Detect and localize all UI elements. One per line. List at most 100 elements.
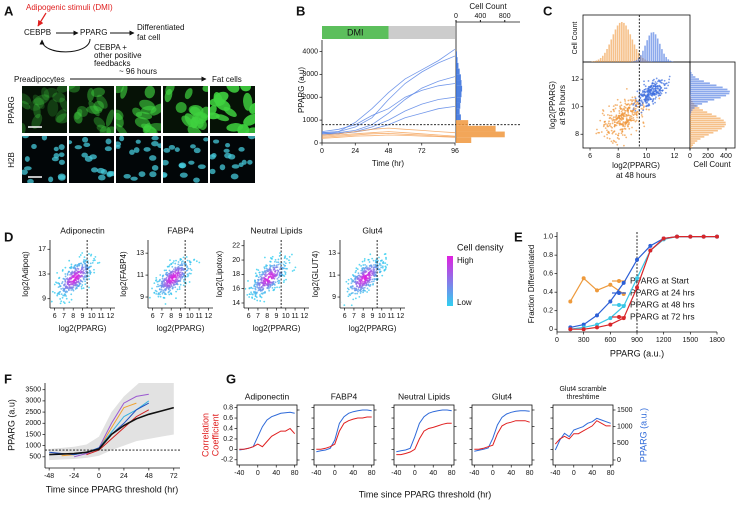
- x-tick-label: 600: [604, 337, 616, 344]
- nucleus: [151, 136, 159, 141]
- legend-label: PPARG at 48 hrs: [630, 299, 695, 309]
- scatter-point: [643, 105, 645, 108]
- scatter-point: [647, 90, 650, 93]
- scatter-point: [179, 275, 182, 278]
- hist-shape: [637, 52, 640, 62]
- y-tick-label: 9: [332, 294, 336, 301]
- scatter-point: [81, 267, 84, 269]
- hist-shape: [690, 127, 722, 130]
- scatter-point: [276, 271, 279, 274]
- cell: [243, 92, 253, 111]
- nucleus: [212, 139, 220, 144]
- x-tick-label: 6: [247, 313, 251, 320]
- scatter-point: [655, 82, 658, 85]
- scatter-point: [266, 264, 268, 267]
- scatter-point: [372, 280, 375, 283]
- scatter-point: [371, 280, 373, 283]
- scatter-cloud: [149, 256, 201, 305]
- x-tick-label: 10: [88, 313, 96, 320]
- x-tick-label: 48: [385, 148, 393, 155]
- scatter-point: [620, 119, 623, 121]
- scatter-point: [177, 261, 180, 263]
- scatter-point: [60, 293, 63, 296]
- scatter-point: [356, 289, 358, 291]
- scatter-point: [654, 85, 657, 88]
- scatter-point: [601, 112, 604, 115]
- scatter-point: [359, 284, 361, 287]
- cell: [43, 87, 58, 98]
- scatter-point: [623, 127, 626, 130]
- scatter-point: [77, 284, 80, 287]
- scatter-point: [274, 258, 277, 261]
- scatter-point: [96, 262, 99, 264]
- scatter-point: [179, 278, 182, 281]
- trace: [322, 48, 455, 134]
- scatter-point: [268, 273, 271, 276]
- rest-band: [388, 26, 455, 39]
- scatter-point: [350, 292, 353, 295]
- scatter-point: [172, 260, 175, 262]
- scatter-point: [182, 256, 185, 259]
- nucleus: [22, 136, 29, 139]
- nucleus: [197, 164, 206, 169]
- hist-shape: [612, 34, 615, 62]
- scatter-point: [360, 269, 363, 272]
- scatter-point: [57, 286, 60, 289]
- scatter-point: [631, 113, 634, 115]
- hist-bar: [456, 91, 462, 98]
- x-tick-label: 9: [81, 313, 85, 320]
- x-tick-label: 8: [169, 313, 173, 320]
- x-tick-label: 40: [429, 470, 437, 477]
- scatter-point: [250, 286, 253, 289]
- nucleus: [105, 138, 112, 145]
- hist-shape: [690, 129, 718, 132]
- scatter-point: [623, 134, 626, 137]
- scatter-point: [643, 98, 646, 101]
- scatter-point: [174, 286, 177, 289]
- scatter-point: [91, 261, 94, 264]
- scatter-point: [642, 109, 645, 112]
- scatter-point: [663, 87, 666, 90]
- panel-label: E: [514, 229, 523, 244]
- cell: [31, 113, 43, 129]
- scatter-point: [61, 269, 64, 271]
- trace: [73, 393, 149, 458]
- scatter-point: [632, 108, 635, 110]
- scatter-point: [616, 98, 619, 101]
- series-point: [568, 327, 573, 332]
- scatter-point: [260, 296, 263, 299]
- x-tick-label: 6: [588, 153, 592, 160]
- scatter-point: [362, 289, 365, 291]
- x-tick-label: 0: [256, 470, 260, 477]
- hist-shape: [593, 61, 596, 62]
- hist-shape: [614, 29, 617, 62]
- scatter-point: [619, 101, 622, 104]
- scatter-point: [640, 114, 643, 116]
- x-tick-label: 8: [71, 313, 75, 320]
- y2-tick-label: 1000: [617, 424, 633, 431]
- scatter-point: [269, 285, 272, 288]
- scatter-point: [607, 130, 610, 133]
- scatter-point: [183, 263, 186, 265]
- hist-title: Cell Count: [469, 2, 507, 11]
- scatter-point: [169, 282, 172, 284]
- scatter-point: [358, 263, 361, 266]
- scatter-point: [157, 280, 160, 283]
- scatter-point: [164, 285, 166, 288]
- scatter-point: [64, 266, 67, 269]
- scatter-point: [256, 285, 259, 287]
- hist-shape: [690, 70, 691, 72]
- scatter-point: [274, 269, 277, 272]
- scatter-point: [606, 124, 609, 126]
- cell: [184, 88, 193, 100]
- scatter-point: [271, 287, 274, 289]
- y-tick-label: 10: [571, 104, 579, 111]
- outcome: fat cell: [137, 33, 160, 42]
- scatter-point: [263, 256, 266, 259]
- scatter-point: [623, 105, 626, 108]
- scatter-point: [608, 120, 610, 123]
- scatter-point: [167, 276, 170, 279]
- scatter-point: [621, 111, 624, 114]
- scatter-point: [286, 257, 288, 260]
- cell: [237, 124, 250, 133]
